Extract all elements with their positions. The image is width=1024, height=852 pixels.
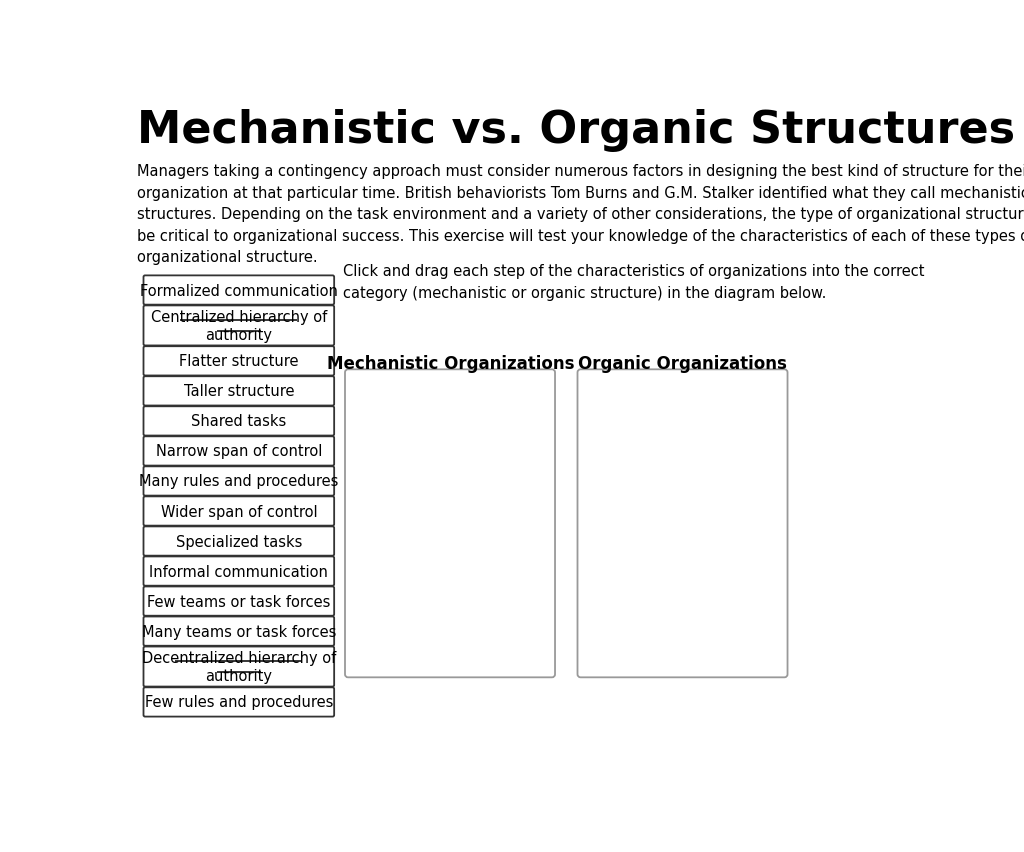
Text: Specialized tasks: Specialized tasks: [176, 534, 302, 549]
FancyBboxPatch shape: [143, 377, 334, 406]
Text: Decentralized hierarchy of
authority: Decentralized hierarchy of authority: [141, 650, 336, 683]
Text: Few teams or task forces: Few teams or task forces: [147, 594, 331, 609]
FancyBboxPatch shape: [143, 587, 334, 616]
Text: Many rules and procedures: Many rules and procedures: [139, 474, 339, 489]
Text: Flatter structure: Flatter structure: [179, 354, 299, 369]
FancyBboxPatch shape: [143, 467, 334, 496]
Text: Informal communication: Informal communication: [150, 564, 329, 579]
Text: Mechanistic Organizations: Mechanistic Organizations: [327, 354, 574, 372]
FancyBboxPatch shape: [143, 647, 334, 687]
Text: Formalized communication: Formalized communication: [140, 283, 338, 298]
FancyBboxPatch shape: [143, 437, 334, 466]
FancyBboxPatch shape: [143, 617, 334, 646]
Text: Wider span of control: Wider span of control: [161, 504, 317, 519]
FancyBboxPatch shape: [143, 556, 334, 586]
Text: Few rules and procedures: Few rules and procedures: [144, 694, 333, 710]
FancyBboxPatch shape: [143, 306, 334, 346]
Text: Narrow span of control: Narrow span of control: [156, 444, 322, 459]
FancyBboxPatch shape: [143, 527, 334, 556]
FancyBboxPatch shape: [143, 347, 334, 376]
FancyBboxPatch shape: [143, 688, 334, 717]
FancyBboxPatch shape: [143, 406, 334, 436]
Text: Many teams or task forces: Many teams or task forces: [141, 624, 336, 639]
Text: Click and drag each step of the characteristics of organizations into the correc: Click and drag each step of the characte…: [343, 264, 925, 300]
Text: Centralized hierarchy of
authority: Centralized hierarchy of authority: [151, 309, 327, 343]
Text: Managers taking a contingency approach must consider numerous factors in designi: Managers taking a contingency approach m…: [137, 164, 1024, 265]
FancyBboxPatch shape: [143, 276, 334, 305]
Text: Organic Organizations: Organic Organizations: [579, 354, 787, 372]
Text: Taller structure: Taller structure: [183, 384, 294, 399]
FancyBboxPatch shape: [578, 370, 787, 677]
Text: Mechanistic vs. Organic Structures: Mechanistic vs. Organic Structures: [137, 108, 1016, 152]
FancyBboxPatch shape: [345, 370, 555, 677]
Text: Shared tasks: Shared tasks: [191, 414, 287, 429]
FancyBboxPatch shape: [143, 497, 334, 526]
